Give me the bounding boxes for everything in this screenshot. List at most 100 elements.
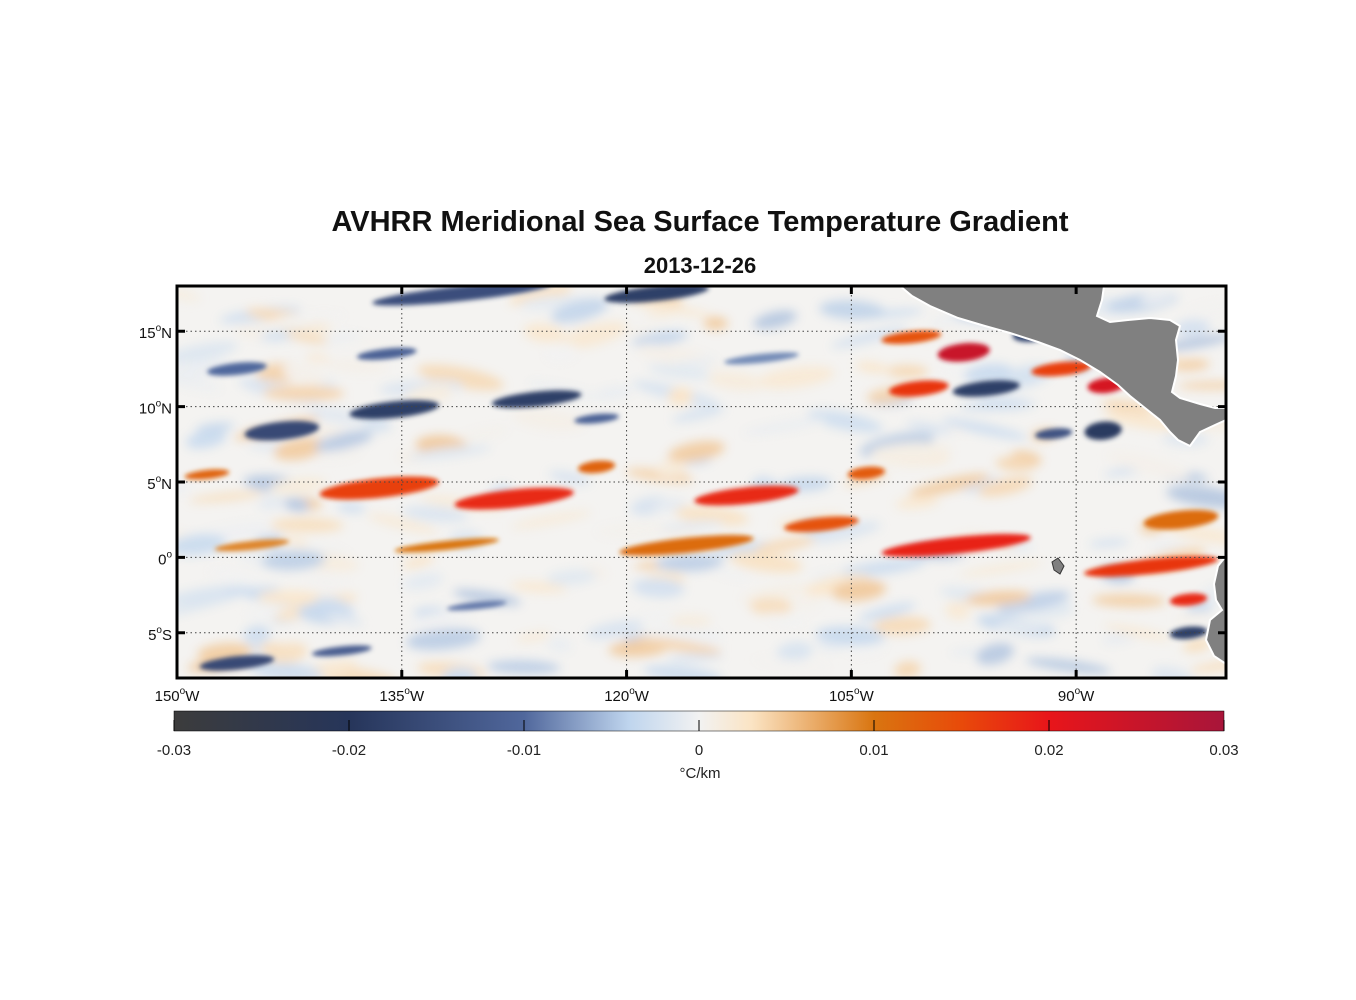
cool-front-feature <box>1035 428 1073 440</box>
texture-cell <box>753 657 831 671</box>
lon-tick-label: 135oW <box>379 686 425 705</box>
texture-cell <box>594 386 633 400</box>
colorbar-tick-label: 0.01 <box>859 742 888 759</box>
colorbar-tick-label: -0.03 <box>157 742 191 759</box>
cool-front-feature <box>574 413 619 424</box>
texture-cell <box>1178 381 1226 390</box>
texture-cell <box>1175 611 1212 622</box>
texture-cell <box>886 365 929 378</box>
texture-cell <box>742 417 827 435</box>
texture-cell <box>1183 638 1212 653</box>
texture-cell <box>656 459 687 478</box>
cool-front-feature <box>446 600 507 611</box>
lat-tick-label: 0o <box>158 549 172 568</box>
texture-cell <box>674 506 749 526</box>
texture-cell <box>544 342 578 363</box>
texture-cell <box>807 410 883 433</box>
texture-cell <box>596 522 680 538</box>
cool-front-feature <box>1169 626 1208 640</box>
colorbar-ticks: -0.03 -0.02 -0.01 0 0.01 0.02 0.03 <box>157 720 1239 759</box>
warm-front-feature <box>319 476 439 500</box>
texture-cell <box>315 430 373 452</box>
texture-cell <box>655 554 724 572</box>
warm-front-feature <box>694 485 799 506</box>
texture-cell <box>855 362 890 374</box>
land-central-america <box>898 286 1226 448</box>
texture-cell <box>510 510 592 529</box>
texture-cell <box>942 418 1028 440</box>
lon-tick-label: 120oW <box>604 686 650 705</box>
texture-cell <box>1190 659 1226 673</box>
map-subtitle: 2013-12-26 <box>643 253 757 278</box>
texture-cell <box>549 470 591 485</box>
texture-cell <box>453 426 509 444</box>
texture-cell <box>404 384 454 406</box>
texture-cell <box>819 300 885 320</box>
cool-front-feature <box>356 347 417 360</box>
texture-cell <box>1186 301 1226 321</box>
warm-front-feature <box>454 487 574 510</box>
warm-front-feature <box>888 380 949 397</box>
texture-cell <box>643 665 722 678</box>
texture-cell <box>509 286 573 306</box>
texture-cell <box>1104 624 1172 640</box>
texture-cell <box>177 533 227 556</box>
texture-cell <box>551 298 609 323</box>
texture-cell <box>652 498 686 512</box>
lon-tick-label: 150oW <box>155 686 201 705</box>
warm-front-feature <box>784 516 859 533</box>
texture-cell <box>909 473 990 497</box>
texture-cell <box>1140 290 1176 306</box>
texture-cell <box>305 352 330 364</box>
texture-cell <box>765 613 807 627</box>
lat-axis-labels: 15oN 10oN 5oN 0o 5oS <box>139 323 173 644</box>
cool-front-feature <box>952 380 1020 397</box>
texture-cell <box>776 641 813 661</box>
cool-front-feature <box>491 390 582 408</box>
warm-front-feature <box>1169 593 1208 606</box>
texture-cell <box>831 326 908 348</box>
texture-cell <box>406 628 481 651</box>
warm-front-feature <box>847 466 885 480</box>
warm-front-feature <box>881 330 942 345</box>
texture-cell <box>405 610 473 629</box>
texture-cell <box>558 321 628 349</box>
axis-ticks <box>175 286 1226 678</box>
lat-tick-label: 10oN <box>139 399 172 418</box>
texture-cell <box>741 583 808 604</box>
texture-cell <box>672 406 726 423</box>
cool-front-feature <box>604 286 709 303</box>
cool-front-feature <box>199 655 275 671</box>
texture-cell <box>222 586 281 596</box>
texture-cell <box>749 597 793 615</box>
texture-cell <box>280 536 310 547</box>
warm-front-feature <box>1143 509 1219 530</box>
texture-cell <box>1088 538 1129 548</box>
texture-cell <box>523 323 565 343</box>
texture-cell <box>259 642 286 656</box>
texture-cell <box>636 637 722 655</box>
texture-cell <box>177 371 222 392</box>
warm-front-feature <box>394 538 499 553</box>
texture-cell <box>963 363 1013 383</box>
texture-cell <box>667 652 724 663</box>
texture-cell <box>325 613 364 626</box>
map-title: AVHRR Meridional Sea Surface Temperature… <box>331 206 1069 238</box>
colorbar-tick-label: -0.02 <box>332 742 366 759</box>
cool-front-feature <box>349 400 440 420</box>
texture-cell <box>1174 319 1211 337</box>
lon-tick-label: 105oW <box>829 686 875 705</box>
texture-cell <box>586 620 644 639</box>
lat-tick-label: 15oN <box>139 323 172 342</box>
texture-cell <box>965 590 1032 606</box>
lat-tick-label: 5oS <box>148 625 172 644</box>
warm-front-feature <box>214 539 290 552</box>
texture-cell <box>337 502 366 514</box>
texture-cell <box>869 442 952 463</box>
texture-cell <box>995 457 1036 472</box>
texture-cell <box>1170 358 1210 371</box>
texture-cell <box>1166 485 1226 509</box>
texture-cell <box>360 414 392 433</box>
warm-front-feature <box>937 342 990 362</box>
